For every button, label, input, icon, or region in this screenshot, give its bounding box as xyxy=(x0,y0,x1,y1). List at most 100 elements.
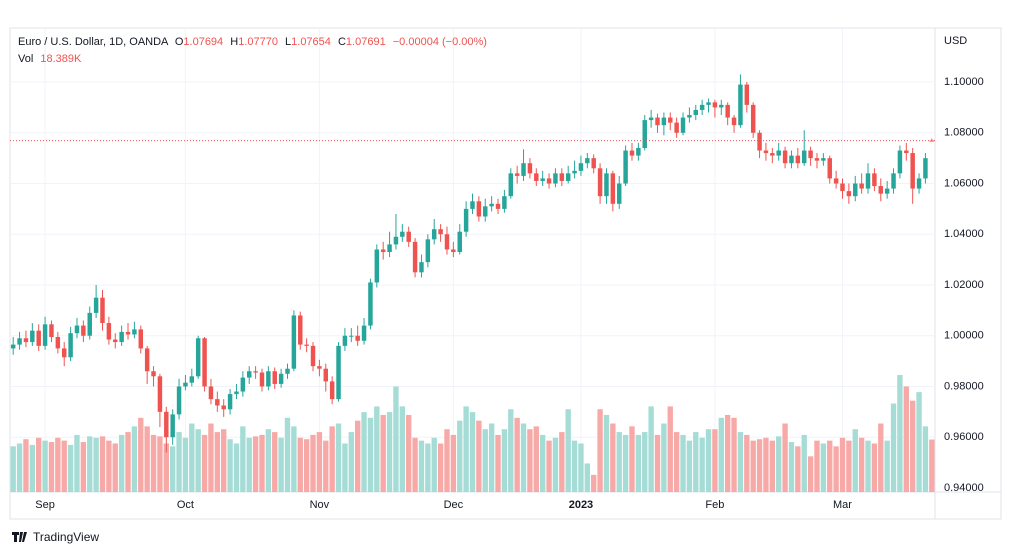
volume-bar xyxy=(686,440,693,492)
candle-body xyxy=(661,117,667,126)
volume-bar xyxy=(163,443,169,492)
candle-body xyxy=(55,336,61,349)
volume-bar xyxy=(412,437,418,492)
candle-body xyxy=(725,104,730,118)
volume-bar xyxy=(425,443,431,492)
candle-body xyxy=(833,178,839,184)
candle-body xyxy=(476,201,482,217)
candle-body xyxy=(923,158,928,179)
x-tick-label: Sep xyxy=(35,499,55,511)
volume-bar xyxy=(297,437,303,492)
y-tick-label: 0.94000 xyxy=(944,482,984,494)
volume-bar xyxy=(571,440,578,492)
candle-body xyxy=(132,329,137,335)
candle-body xyxy=(699,104,705,110)
volume-bar xyxy=(214,432,221,492)
candle-body xyxy=(604,173,609,197)
candle-body xyxy=(744,84,750,105)
volume-bar xyxy=(788,442,795,492)
candle-body xyxy=(789,155,794,164)
candle-body xyxy=(808,150,813,159)
candle-body xyxy=(183,382,188,387)
volume-bar xyxy=(354,420,361,492)
volume-bar xyxy=(814,440,820,492)
candle-body xyxy=(138,329,144,349)
candle-body xyxy=(916,178,922,189)
o-value: 1.07694 xyxy=(183,36,223,48)
volume-bar xyxy=(348,432,354,492)
candle-layer xyxy=(10,74,935,453)
vol-legend: Vol 18.389K xyxy=(18,53,82,65)
volume-bar xyxy=(871,443,878,492)
candle-body xyxy=(176,386,182,415)
volume-bar xyxy=(118,434,125,492)
candle-body xyxy=(113,339,118,343)
candle-body xyxy=(483,206,488,217)
volume-bar xyxy=(827,440,833,492)
h-value: 1.07770 xyxy=(238,36,278,48)
candle-body xyxy=(259,372,265,387)
candle-body xyxy=(291,315,297,369)
candle-body xyxy=(687,115,692,118)
volume-bar xyxy=(259,434,265,492)
volume-bar xyxy=(865,440,871,492)
volume-bar xyxy=(610,423,616,492)
candle-body xyxy=(495,203,501,209)
volume-bar xyxy=(469,412,476,492)
candle-body xyxy=(17,338,22,345)
candle-body xyxy=(74,325,80,334)
candle-body xyxy=(227,394,233,410)
candle-body xyxy=(776,150,781,156)
candle-body xyxy=(738,84,743,126)
volume-bar xyxy=(552,437,559,492)
candle-body xyxy=(623,150,628,184)
candle-body xyxy=(648,117,654,121)
volume-bar xyxy=(622,434,629,492)
volume-bar xyxy=(846,440,852,492)
volume-bar xyxy=(303,439,310,492)
x-tick-label: Nov xyxy=(310,499,330,511)
volume-bar xyxy=(820,443,827,492)
candle-body xyxy=(419,262,424,273)
volume-bar xyxy=(680,434,686,492)
volume-bar xyxy=(603,414,610,492)
volume-bar xyxy=(667,406,673,492)
volume-bar xyxy=(878,423,884,492)
volume-bar xyxy=(93,437,99,492)
candle-body xyxy=(30,330,35,343)
candle-body xyxy=(119,331,124,343)
volume-bar xyxy=(591,474,597,492)
candle-body xyxy=(655,117,660,126)
candle-body xyxy=(502,196,507,209)
volume-bar xyxy=(406,414,412,492)
volume-bar xyxy=(150,434,157,492)
candle-body xyxy=(865,173,871,189)
volume-bar xyxy=(335,423,342,492)
candle-body xyxy=(10,344,16,349)
candle-body xyxy=(285,368,290,374)
volume-bar xyxy=(858,437,865,492)
volume-bar xyxy=(444,429,450,492)
candle-body xyxy=(719,104,724,108)
candle-body xyxy=(438,229,443,235)
candle-body xyxy=(572,170,577,174)
candle-body xyxy=(457,231,462,253)
volume-bar xyxy=(463,406,469,492)
volume-bar xyxy=(495,434,501,492)
volume-bar xyxy=(437,443,444,492)
candle-body xyxy=(42,324,48,346)
volume-bar xyxy=(310,434,316,492)
candle-body xyxy=(100,297,105,324)
candle-body xyxy=(642,120,647,148)
volume-bar xyxy=(578,443,584,492)
candle-body xyxy=(23,338,29,343)
candle-body xyxy=(278,373,284,384)
volume-bar xyxy=(756,439,763,492)
candle-body xyxy=(425,239,431,263)
volume-bar xyxy=(246,437,252,492)
candle-body xyxy=(470,201,475,209)
candle-body xyxy=(234,391,239,395)
candle-body xyxy=(266,371,271,387)
volume-bar xyxy=(361,412,367,492)
volume-bar xyxy=(616,432,622,492)
